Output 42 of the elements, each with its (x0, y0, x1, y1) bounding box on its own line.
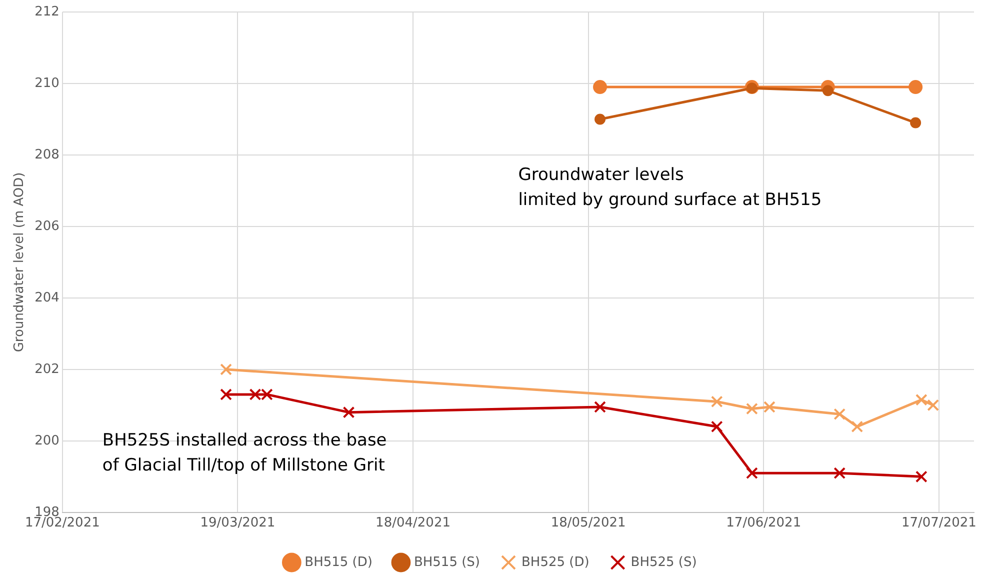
point (220, 363, 232, 376)
point (834, 408, 846, 420)
point (851, 420, 864, 433)
point (593, 80, 608, 94)
x-tick-label: 17/07/2021 (901, 516, 976, 531)
point (746, 402, 758, 415)
x-tick-label: 18/04/2021 (376, 516, 450, 531)
y-tick-label: 200 (34, 433, 60, 448)
legend-label: BH515 (D) (304, 554, 372, 570)
point (746, 82, 758, 94)
y-tick-label: 210 (34, 76, 60, 91)
point (915, 470, 928, 483)
legend-label: BH525 (D) (522, 554, 590, 570)
x-tick-label: 19/03/2021 (200, 516, 276, 531)
annotation: Groundwater levels limited by ground surface at BH515 (518, 165, 822, 210)
point (834, 467, 846, 480)
point (594, 114, 606, 125)
point (915, 394, 928, 406)
y-tick-label: 202 (34, 362, 60, 377)
point (249, 388, 262, 400)
point (260, 388, 273, 400)
legend-label: BH515 (S) (414, 554, 480, 570)
point (908, 80, 923, 94)
y-tick-label: 204 (34, 290, 60, 306)
point (910, 117, 922, 128)
point (764, 401, 776, 413)
y-axis-title: Groundwater level (m AOD) (12, 172, 28, 352)
y-tick-label: 206 (34, 218, 60, 234)
point (822, 85, 834, 96)
point (342, 406, 355, 418)
point (220, 388, 232, 400)
point (594, 401, 606, 413)
point (710, 396, 723, 408)
point (746, 467, 758, 480)
y-tick-label: 212 (34, 4, 60, 20)
legend-label: BH525 (S) (630, 554, 697, 570)
x-tick-label: 17/06/2021 (726, 516, 802, 531)
point (927, 399, 940, 412)
annotation: BH525S installed across the base of Glacial Till/top of Millstone Grit (102, 430, 387, 476)
x-tick-label: 18/05/2021 (550, 516, 626, 531)
y-tick-label: 208 (34, 147, 60, 162)
point (710, 420, 723, 433)
